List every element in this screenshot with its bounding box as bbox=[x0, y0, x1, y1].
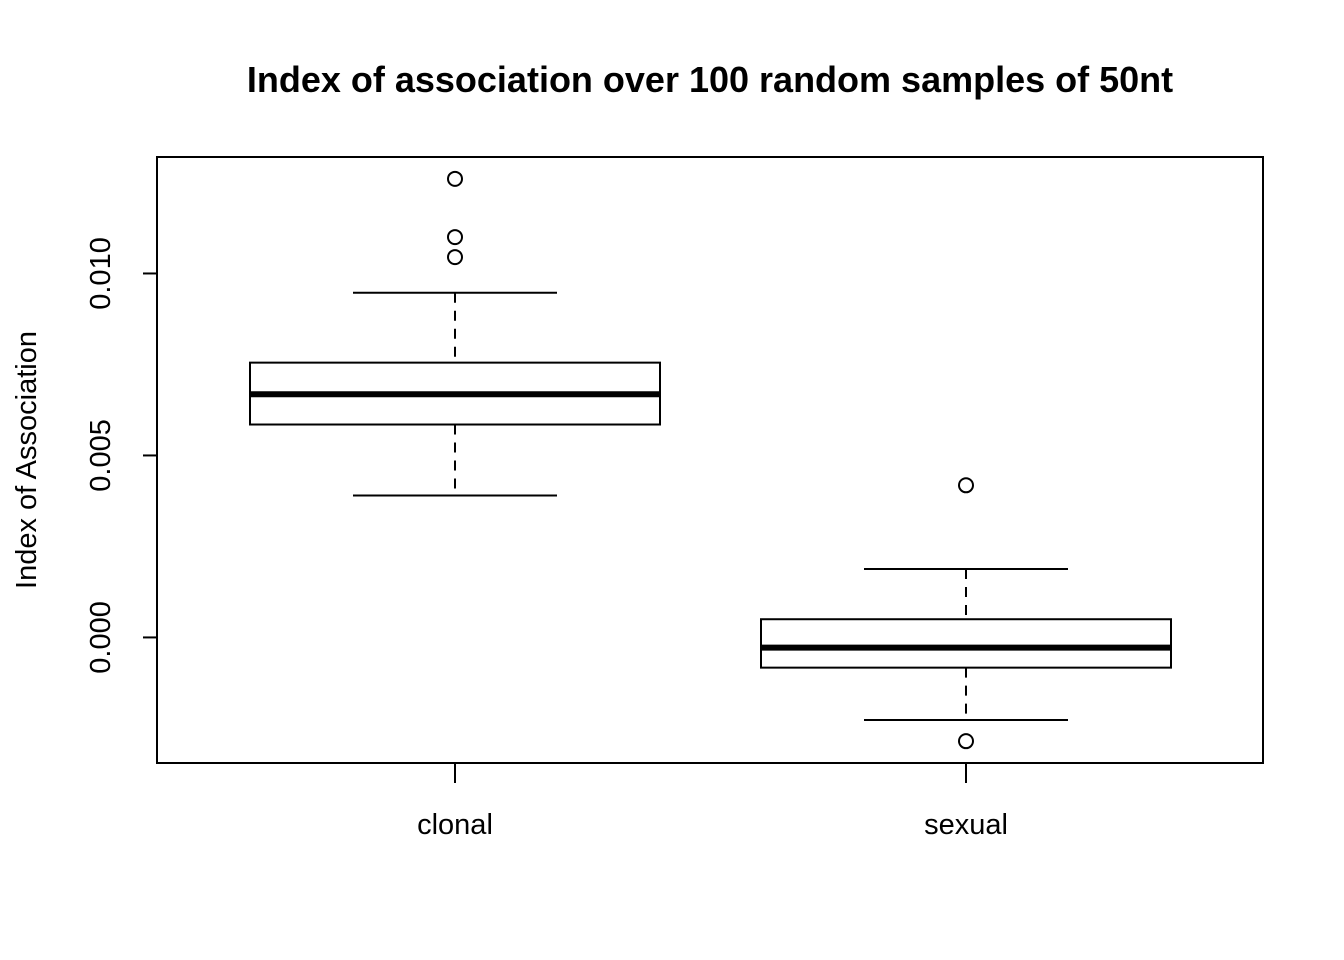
boxes-layer bbox=[249, 170, 1172, 750]
y-tick-label: 0.005 bbox=[85, 419, 117, 492]
y-axis-label: Index of Association bbox=[11, 331, 43, 589]
outlier-point bbox=[958, 733, 974, 750]
outlier-point bbox=[447, 170, 463, 187]
y-axis: 0.000 0.005 0.010 bbox=[85, 237, 158, 674]
y-tick-label: 0.010 bbox=[85, 237, 117, 310]
box-clonal bbox=[249, 170, 661, 497]
outlier-point bbox=[447, 229, 463, 246]
y-tick-label: 0.000 bbox=[85, 601, 117, 674]
outlier-point bbox=[958, 477, 974, 494]
x-tick-label: clonal bbox=[417, 809, 493, 841]
chart-title: Index of association over 100 random sam… bbox=[247, 59, 1173, 100]
box-sexual bbox=[760, 477, 1172, 750]
x-axis: clonal sexual bbox=[417, 762, 1008, 841]
iqr-box bbox=[760, 618, 1172, 669]
plot-frame bbox=[156, 156, 1264, 764]
outlier-point bbox=[447, 249, 463, 266]
x-tick-label: sexual bbox=[924, 809, 1008, 841]
